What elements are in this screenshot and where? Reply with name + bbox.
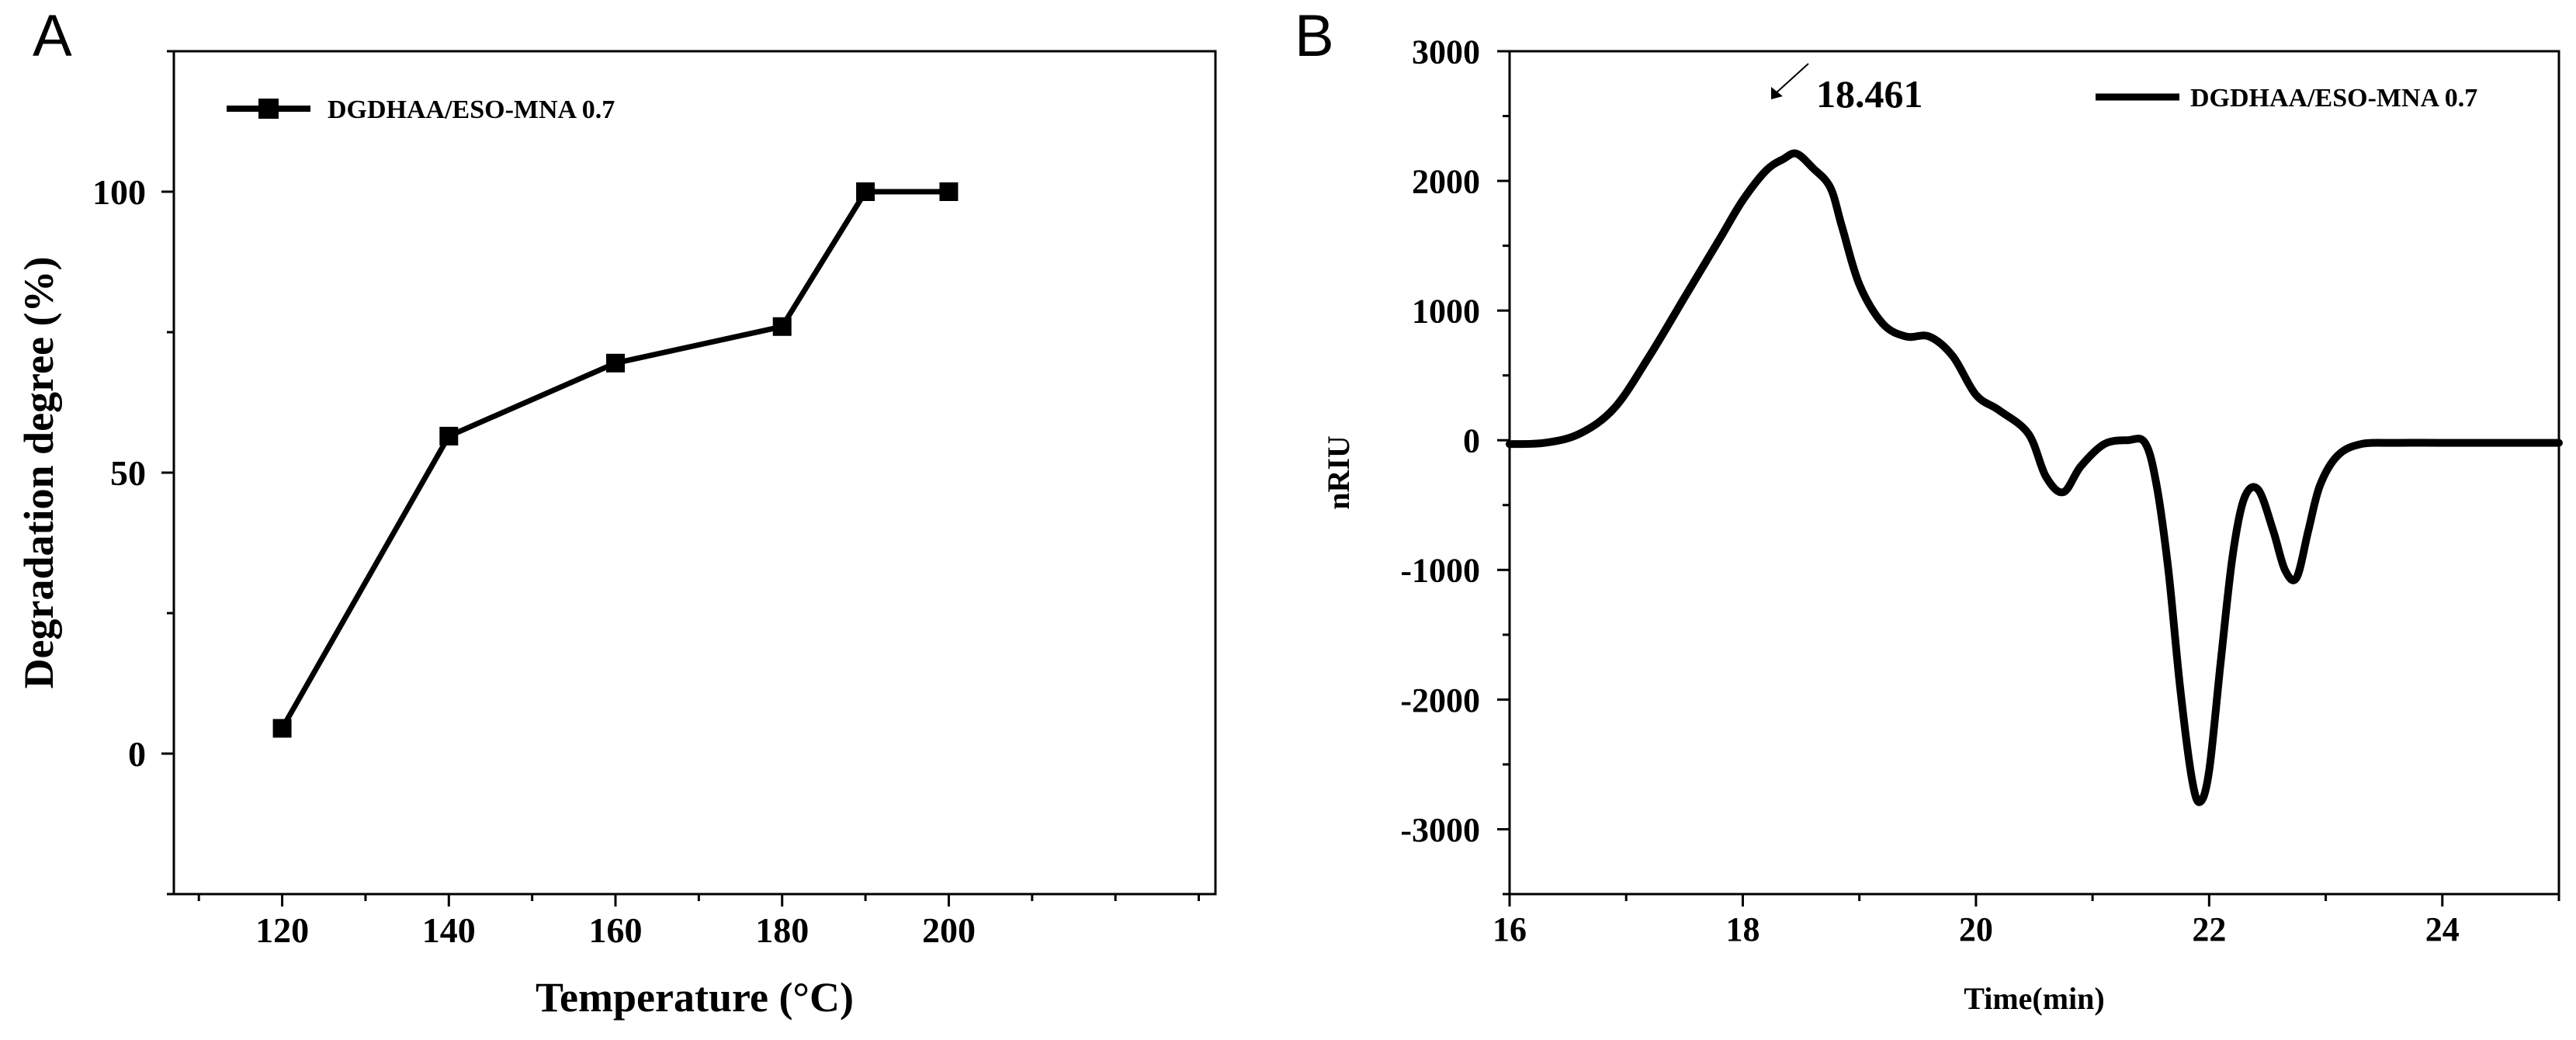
panel-a-label: A — [33, 3, 72, 69]
data-point-marker — [856, 182, 875, 201]
panel-b-ticks — [1497, 50, 2560, 907]
panel-b-legend-label: DGDHAA/ESO-MNA 0.7 — [2190, 84, 2477, 113]
x-tick-label: 16 — [1493, 910, 1527, 948]
panel-b-x-axis-title: Time(min) — [1964, 981, 2104, 1016]
panel-a-plot-frame — [172, 50, 1217, 896]
data-point-marker — [772, 317, 792, 336]
x-tick-label: 20 — [1959, 910, 1993, 948]
x-tick-label: 24 — [2425, 910, 2460, 948]
panel-b-label: B — [1295, 3, 1334, 69]
data-point-marker — [439, 426, 459, 445]
panel-a-tick-labels: 120 140 160 180 200 0 50 100 — [92, 172, 976, 950]
x-tick-label: 22 — [2192, 910, 2226, 948]
data-point-marker — [606, 353, 626, 373]
panel-a-legend: DGDHAA/ESO-MNA 0.7 — [227, 95, 615, 124]
y-tick-label: 1000 — [1412, 293, 1480, 331]
x-tick-label: 120 — [255, 910, 309, 950]
panel-a-legend-label: DGDHAA/ESO-MNA 0.7 — [328, 95, 615, 124]
panel-b-annotation-arrow — [1775, 63, 1809, 94]
data-point-marker — [272, 719, 292, 738]
y-tick-label: -1000 — [1400, 552, 1480, 590]
y-tick-label: 3000 — [1412, 33, 1480, 71]
x-tick-label: 200 — [922, 910, 976, 950]
x-tick-label: 160 — [589, 910, 643, 950]
x-tick-label: 140 — [422, 910, 476, 950]
panel-b-annotation-label: 18.461 — [1816, 72, 1923, 116]
panel-b-y-axis-title: nRIU — [1321, 435, 1356, 510]
y-tick-label: -3000 — [1400, 811, 1480, 849]
x-tick-label: 18 — [1725, 910, 1760, 948]
y-tick-label: 50 — [110, 453, 146, 493]
panel-b-plot-frame — [1508, 50, 2560, 896]
y-tick-label: -2000 — [1400, 681, 1480, 719]
panel-b-annotation-arrowhead — [1771, 87, 1783, 99]
panel-a-series — [272, 182, 959, 738]
panel-a-y-axis-title: Degradation degree (%) — [16, 257, 62, 689]
y-tick-label: 100 — [92, 172, 146, 212]
data-point-marker — [939, 182, 959, 201]
panel-a-legend-marker — [258, 99, 279, 119]
y-tick-label: 0 — [1463, 422, 1480, 460]
panel-a-ticks — [161, 50, 1201, 907]
y-tick-label: 0 — [128, 734, 146, 774]
panel-b-series — [1506, 149, 2563, 806]
series-line — [1506, 149, 2563, 806]
x-tick-label: 180 — [755, 910, 809, 950]
panel-a-x-axis-title: Temperature (°C) — [536, 974, 854, 1021]
y-tick-label: 2000 — [1412, 162, 1480, 200]
panel-a-chart: A 120 140 160 180 200 0 50 100 DGDHAA/ESO-MNA 0… — [16, 3, 1217, 1021]
series-line — [279, 189, 952, 731]
panel-b-tick-labels: 16 18 20 22 24 3000 2000 1000 0 -1000 -2000 -3000 — [1400, 33, 2459, 948]
panel-b-chart: B 16 18 20 22 24 3000 2000 1000 0 -1000 -2000 -3000… — [1295, 3, 2563, 1016]
panel-b-annotation: 18.461 — [1771, 63, 1923, 116]
panel-b-legend: DGDHAA/ESO-MNA 0.7 — [2096, 84, 2477, 113]
